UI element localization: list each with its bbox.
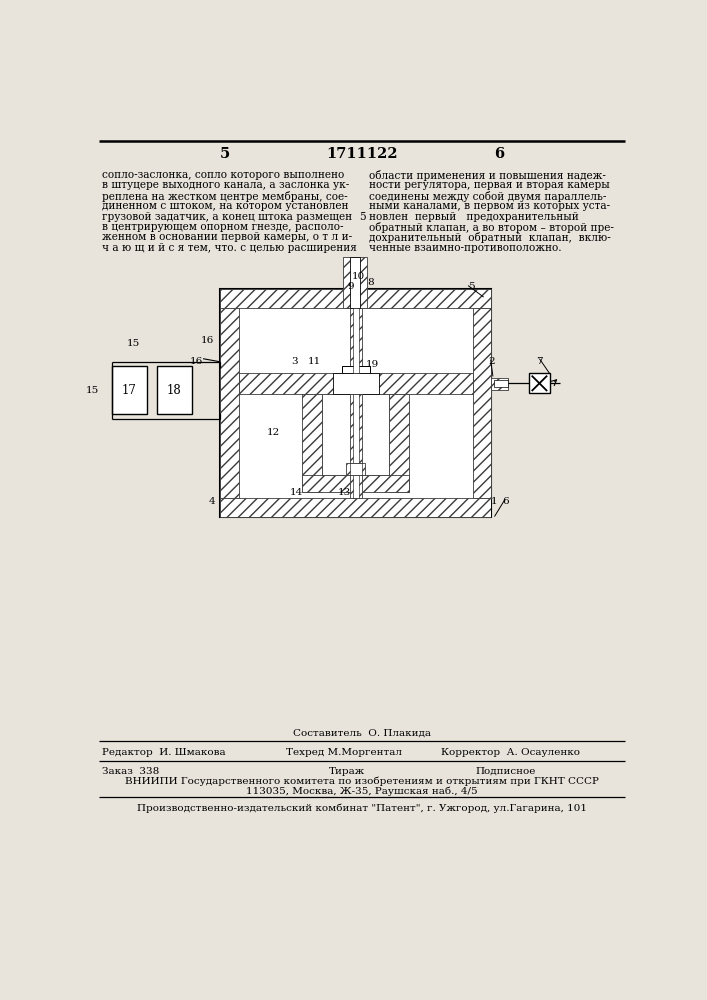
Text: 5: 5 bbox=[220, 147, 230, 161]
Text: дохранительный  обратный  клапан,  вклю-: дохранительный обратный клапан, вклю- bbox=[369, 232, 611, 243]
Text: обратный клапан, а во втором – второй пре-: обратный клапан, а во втором – второй пр… bbox=[369, 222, 614, 233]
Bar bbox=[349, 308, 362, 373]
Bar bbox=[220, 308, 239, 498]
Bar bbox=[353, 394, 359, 498]
Text: Корректор  А. Осауленко: Корректор А. Осауленко bbox=[441, 748, 580, 757]
Text: Составитель  О. Плакида: Составитель О. Плакида bbox=[293, 728, 431, 737]
Text: Заказ  338: Заказ 338 bbox=[103, 767, 160, 776]
Bar bbox=[303, 394, 322, 492]
Text: Редактор  И. Шмакова: Редактор И. Шмакова bbox=[103, 748, 226, 757]
Text: 11: 11 bbox=[308, 357, 321, 366]
Text: 15: 15 bbox=[127, 339, 141, 348]
Text: 6: 6 bbox=[502, 497, 509, 506]
Text: 17: 17 bbox=[122, 384, 137, 397]
Text: Подписное: Подписное bbox=[476, 767, 536, 776]
Text: Техред М.Моргентал: Техред М.Моргентал bbox=[286, 748, 402, 757]
Bar bbox=[322, 394, 389, 475]
Text: 3: 3 bbox=[291, 357, 298, 366]
Bar bbox=[303, 475, 409, 492]
Text: 10: 10 bbox=[352, 272, 365, 281]
Bar bbox=[494, 380, 508, 387]
Text: сопло-заслонка, сопло которого выполнено: сопло-заслонка, сопло которого выполнено bbox=[103, 170, 344, 180]
Text: 18: 18 bbox=[167, 384, 182, 397]
Text: 9: 9 bbox=[347, 282, 354, 291]
Bar bbox=[349, 463, 362, 475]
Text: новлен  первый   предохранительный: новлен первый предохранительный bbox=[369, 212, 578, 222]
Text: 4: 4 bbox=[209, 497, 215, 506]
Bar bbox=[491, 378, 508, 389]
Text: реплена на жестком центре мембраны, сое-: реплена на жестком центре мембраны, сое- bbox=[103, 191, 348, 202]
Bar bbox=[346, 463, 365, 475]
Bar bbox=[156, 366, 192, 414]
Text: 16: 16 bbox=[201, 336, 214, 345]
Bar bbox=[349, 257, 361, 308]
Bar bbox=[353, 308, 359, 373]
Text: 113035, Москва, Ж-35, Раушская наб., 4/5: 113035, Москва, Ж-35, Раушская наб., 4/5 bbox=[246, 787, 478, 796]
Text: ными каналами, в первом из которых уста-: ными каналами, в первом из которых уста- bbox=[369, 201, 610, 211]
Text: 5: 5 bbox=[468, 282, 474, 291]
Bar bbox=[220, 289, 491, 517]
Bar bbox=[112, 366, 147, 414]
Bar bbox=[344, 257, 367, 308]
Text: 6: 6 bbox=[494, 147, 504, 161]
Text: 13: 13 bbox=[338, 488, 351, 497]
Bar bbox=[349, 394, 362, 498]
Text: Производственно-издательский комбинат "Патент", г. Ужгород, ул.Гагарина, 101: Производственно-издательский комбинат "П… bbox=[137, 804, 587, 813]
Bar bbox=[389, 394, 409, 492]
Text: женном в основании первой камеры, о т л и-: женном в основании первой камеры, о т л … bbox=[103, 232, 353, 242]
Text: грузовой задатчик, а конец штока размещен: грузовой задатчик, а конец штока размеще… bbox=[103, 212, 353, 222]
Bar bbox=[341, 366, 370, 373]
Bar bbox=[239, 373, 473, 394]
Bar bbox=[530, 373, 549, 393]
Text: 16: 16 bbox=[189, 357, 203, 366]
Text: соединены между собой двумя параллель-: соединены между собой двумя параллель- bbox=[369, 191, 607, 202]
Text: в штуцере выходного канала, а заслонка ук-: в штуцере выходного канала, а заслонка у… bbox=[103, 180, 349, 190]
Text: 7: 7 bbox=[537, 357, 543, 366]
Text: ченные взаимно-противоположно.: ченные взаимно-противоположно. bbox=[369, 243, 561, 253]
Bar bbox=[332, 373, 379, 394]
Text: ч а ю щ и й с я тем, что. с целью расширения: ч а ю щ и й с я тем, что. с целью расшир… bbox=[103, 243, 357, 253]
Text: 2: 2 bbox=[489, 357, 495, 366]
Text: 12: 12 bbox=[267, 428, 280, 437]
Bar bbox=[473, 308, 491, 498]
Text: ВНИИПИ Государственного комитета по изобретениям и открытиям при ГКНТ СССР: ВНИИПИ Государственного комитета по изоб… bbox=[125, 777, 599, 786]
Bar bbox=[220, 289, 491, 308]
Text: диненном с штоком, на котором установлен: диненном с штоком, на котором установлен bbox=[103, 201, 349, 211]
Text: 14: 14 bbox=[290, 488, 303, 497]
Text: Тираж: Тираж bbox=[329, 767, 365, 776]
Text: 8: 8 bbox=[368, 278, 374, 287]
Text: области применения и повышения надеж-: области применения и повышения надеж- bbox=[369, 170, 606, 181]
Text: 1711122: 1711122 bbox=[326, 147, 398, 161]
Bar bbox=[220, 498, 491, 517]
Text: 1: 1 bbox=[491, 497, 497, 506]
Text: 19: 19 bbox=[366, 360, 379, 369]
Text: в центрирующем опорном гнезде, располо-: в центрирующем опорном гнезде, располо- bbox=[103, 222, 344, 232]
Text: ности регулятора, первая и вторая камеры: ности регулятора, первая и вторая камеры bbox=[369, 180, 609, 190]
Text: 5: 5 bbox=[358, 212, 366, 222]
Text: 15: 15 bbox=[86, 386, 99, 395]
